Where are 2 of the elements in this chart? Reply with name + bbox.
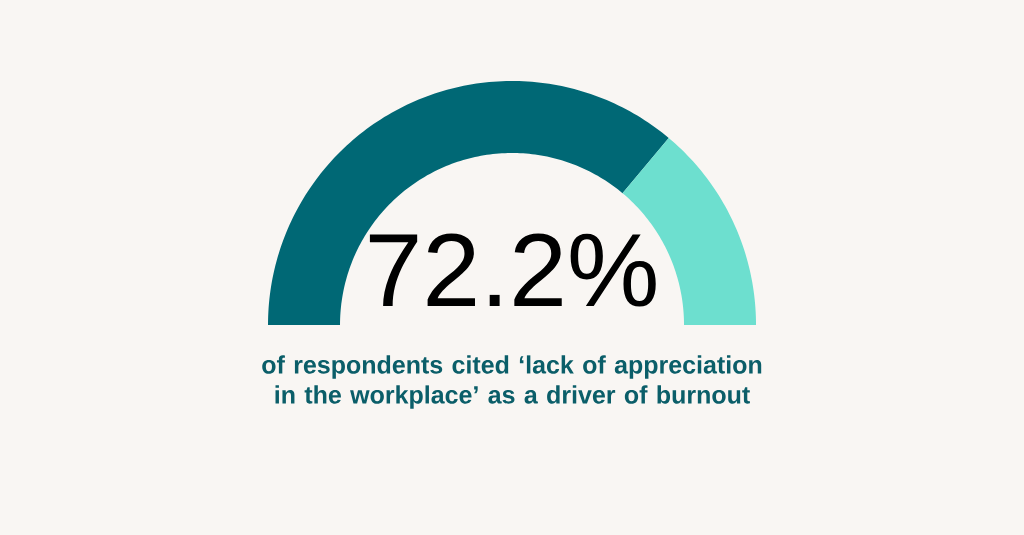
- text: of respondents cited ‘lack of appreciation in the workplace’ as a driver of burnout: [262, 355, 762, 409]
- data-label: 72.2%: [369, 233, 656, 307]
